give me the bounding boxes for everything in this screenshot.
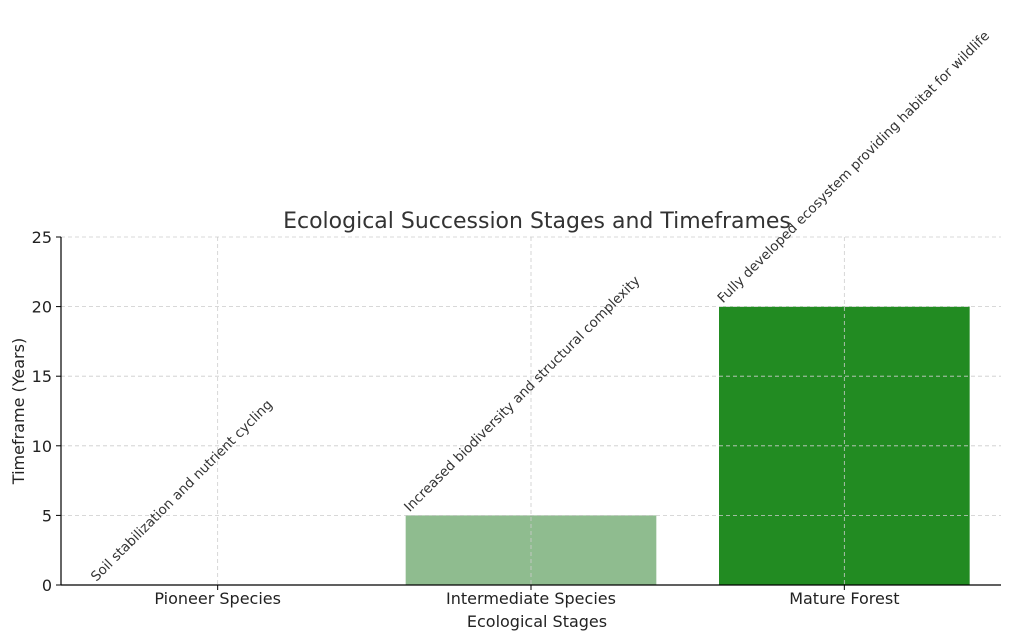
y-ticks: 0 5 10 15 20 25 (32, 228, 61, 595)
y-tick-label-0: 0 (42, 576, 52, 595)
bar-annotation-0: Soil stabilization and nutrient cycling (88, 397, 276, 585)
bar-annotation-2: Fully developed ecosystem providing habi… (715, 28, 993, 306)
y-tick-label-5: 25 (32, 228, 52, 247)
y-tick-label-3: 15 (32, 367, 52, 386)
y-tick-label-4: 20 (32, 298, 52, 317)
x-axis-label: Ecological Stages (467, 612, 607, 631)
y-tick-label-2: 10 (32, 437, 52, 456)
y-tick-label-1: 5 (42, 506, 52, 525)
bar-annotation-1: Increased biodiversity and structural co… (401, 273, 643, 515)
x-tick-label-0: Pioneer Species (154, 589, 281, 608)
x-tick-label-1: Intermediate Species (446, 589, 616, 608)
x-tick-label-2: Mature Forest (789, 589, 899, 608)
x-ticks: Pioneer Species Intermediate Species Matur… (154, 585, 899, 608)
y-axis-label: Timeframe (Years) (9, 338, 28, 485)
chart-title: Ecological Succession Stages and Timefra… (283, 209, 791, 234)
